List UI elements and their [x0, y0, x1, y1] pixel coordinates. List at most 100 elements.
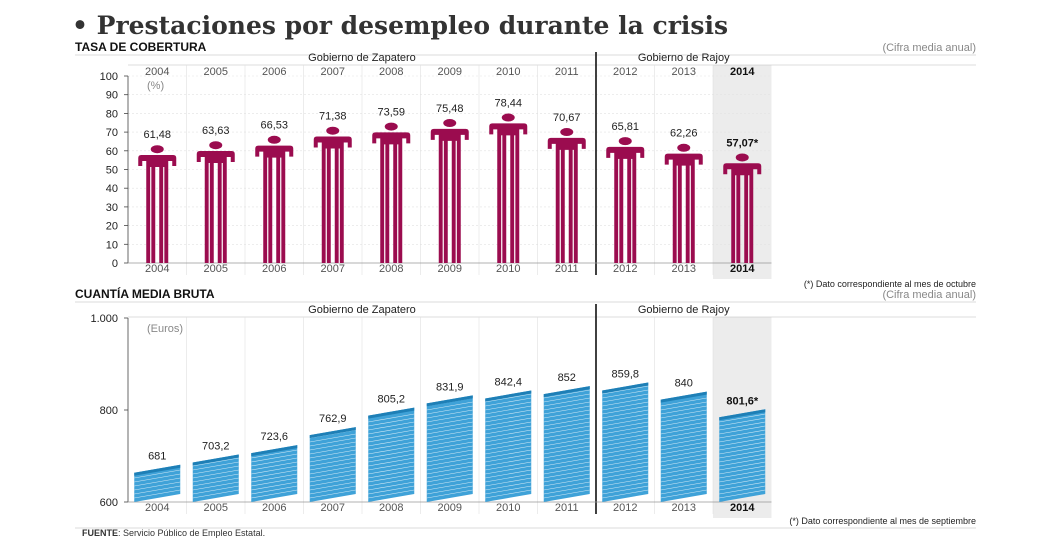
banknote-edge: [543, 393, 590, 403]
person-head: [501, 113, 515, 122]
banknote-edge: [719, 445, 766, 455]
banknote-top: [485, 390, 532, 402]
banknote-edge: [192, 489, 239, 499]
x-tick-label-top: 2010: [496, 66, 520, 78]
person-head: [209, 141, 223, 150]
banknote-edge: [660, 421, 707, 431]
banknote-edge: [543, 449, 590, 459]
banknote-edge: [251, 449, 298, 459]
banknote-edge: [543, 481, 590, 491]
banknote-edge: [602, 417, 649, 427]
bar-person: [547, 128, 586, 263]
banknote-edge: [602, 405, 649, 415]
banknote-edge: [660, 485, 707, 495]
x-tick-label: 2009: [438, 502, 462, 514]
banknote-edge: [602, 409, 649, 419]
banknote-edge: [426, 449, 473, 459]
person-head: [735, 153, 749, 162]
x-tick-label: 2010: [496, 502, 520, 514]
person-body: [489, 123, 528, 263]
banknote-edge: [660, 401, 707, 411]
banknote-top: [426, 395, 473, 407]
banknote-edge: [134, 485, 181, 495]
data-label: 73,59: [377, 106, 405, 118]
page-title: • Prestaciones por desempleo durante la …: [72, 11, 728, 40]
banknote-edge: [426, 473, 473, 483]
banknote-edge: [192, 473, 239, 483]
banknote-edge: [543, 437, 590, 447]
y-tick-label: 70: [106, 127, 118, 139]
banknote-edge: [368, 429, 415, 439]
banknote-edge: [485, 481, 532, 491]
bar-person: [723, 153, 762, 263]
banknote-edge: [485, 485, 532, 495]
bar-banknote-stack: [251, 445, 298, 502]
x-tick-label-top: 2009: [438, 66, 462, 78]
banknote-edge: [719, 489, 766, 499]
banknote-edge: [426, 477, 473, 487]
x-tick-label: 2009: [438, 263, 462, 275]
banknote-edge: [485, 405, 532, 415]
banknote-edge: [602, 389, 649, 399]
government-label: Gobierno de Zapatero: [308, 304, 416, 316]
unit-label: (%): [147, 80, 164, 92]
bar-banknote-stack: [192, 454, 239, 502]
government-label: Gobierno de Zapatero: [308, 52, 416, 64]
x-tick-label-top: 2006: [262, 66, 286, 78]
banknote-edge: [368, 425, 415, 435]
bar-banknote-stack: [426, 395, 473, 502]
x-tick-label: 2006: [262, 502, 286, 514]
banknote-edge: [602, 473, 649, 483]
person-head: [267, 135, 281, 144]
banknote-edge: [719, 457, 766, 467]
banknote-edge: [719, 477, 766, 487]
banknote-edge: [309, 473, 356, 483]
x-tick-label: 2013: [672, 263, 696, 275]
banknote-edge: [602, 429, 649, 439]
banknote-edge: [368, 485, 415, 495]
bar-person: [255, 135, 294, 263]
chart-coverage: TASA DE COBERTURA (Cifra media anual) Gobi…: [75, 40, 976, 289]
person-body: [255, 145, 294, 263]
banknote-edge: [660, 461, 707, 471]
person-head: [677, 143, 691, 152]
bar-person: [372, 122, 411, 263]
banknote-edge: [485, 421, 532, 431]
banknote-stack: [543, 386, 590, 502]
banknote-top: [368, 407, 415, 419]
banknote-edge: [251, 469, 298, 479]
banknote-edge: [660, 429, 707, 439]
person-body: [664, 153, 703, 263]
government-label: Gobierno de Rajoy: [638, 52, 730, 64]
data-label: 63,63: [202, 125, 230, 137]
data-label: 681: [148, 451, 166, 463]
banknote-edge: [368, 413, 415, 423]
banknote-edge: [426, 469, 473, 479]
person-body: [547, 137, 586, 263]
unit-label: (Euros): [147, 323, 183, 335]
source-label: FUENTE: [82, 528, 118, 538]
banknote-edge: [368, 477, 415, 487]
banknote-edge: [309, 489, 356, 499]
banknote-edge: [134, 473, 181, 483]
bar-banknote-stack: [368, 407, 415, 502]
banknote-edge: [251, 477, 298, 487]
banknote-edge: [426, 401, 473, 411]
footnote: (*) Dato correspondiente al mes de septi…: [789, 516, 976, 526]
banknote-edge: [660, 477, 707, 487]
x-tick-label-top: 2012: [613, 66, 637, 78]
banknote-edge: [660, 489, 707, 499]
banknote-top: [192, 454, 239, 466]
x-tick-label: 2014: [730, 502, 755, 514]
bar-banknote-stack: [543, 386, 590, 502]
banknote-edge: [309, 441, 356, 451]
banknote-edge: [309, 477, 356, 487]
y-tick-label: 100: [100, 71, 118, 83]
footnote: (*) Dato correspondiente al mes de octub…: [804, 279, 976, 289]
x-tick-label: 2004: [145, 502, 169, 514]
banknote-edge: [660, 453, 707, 463]
banknote-edge: [485, 429, 532, 439]
x-tick-label-top: 2013: [672, 66, 696, 78]
banknote-edge: [485, 489, 532, 499]
banknote-edge: [485, 473, 532, 483]
